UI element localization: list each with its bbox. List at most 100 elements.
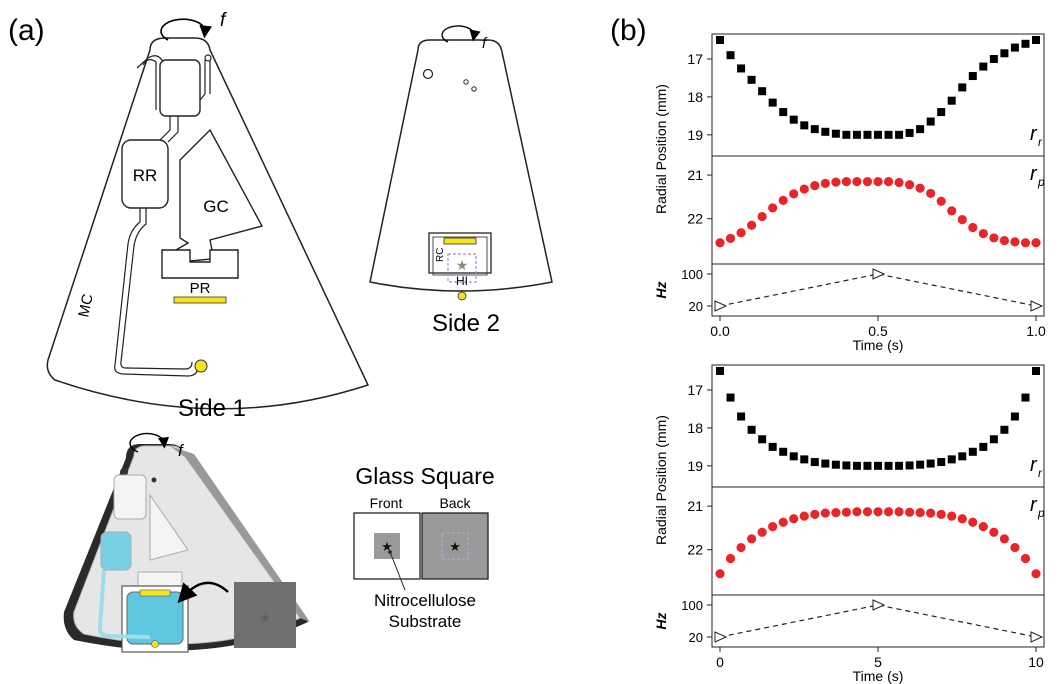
hz-triangle-point <box>1030 300 1044 312</box>
svg-text:★: ★ <box>260 611 271 625</box>
rp-point <box>778 517 788 527</box>
side1-top-chamber <box>159 59 201 117</box>
x-tick-label: 1.0 <box>1026 323 1046 339</box>
y-tick-label: 22 <box>687 542 703 558</box>
y-axis-label: Radial Position (mm) <box>653 84 669 214</box>
rr-point <box>989 435 998 444</box>
x-tick-label: 5 <box>874 654 882 670</box>
rr-point <box>821 127 830 136</box>
rp-point <box>957 215 967 225</box>
rr-series-subscript: r <box>1038 135 1043 149</box>
rp-point <box>936 196 946 206</box>
rp-point <box>715 238 725 248</box>
rp-point <box>926 188 936 199</box>
rp-point <box>768 203 778 213</box>
rp-point <box>799 511 809 521</box>
rp-point <box>989 527 999 537</box>
glass-front-square <box>353 512 421 580</box>
rr-point <box>737 64 746 73</box>
side2-disc: f ★ HI RC Side 2 <box>369 25 553 337</box>
assembled-disc: f ★ <box>63 432 310 653</box>
side2-hi-zone <box>447 253 477 283</box>
rp-point <box>989 233 999 243</box>
rr-series-label: r <box>1030 123 1038 145</box>
rp-point <box>936 509 946 519</box>
hz-tick-label: 20 <box>689 299 703 314</box>
y-tick-label: 19 <box>687 127 703 143</box>
rp-point <box>926 508 936 518</box>
glass-back-square <box>421 512 489 580</box>
assembled-glass-square <box>234 582 296 648</box>
rp-point <box>852 177 862 187</box>
y-tick-label: 19 <box>687 458 703 474</box>
rr-point <box>726 51 735 60</box>
rr-point <box>1021 39 1030 48</box>
rr-point <box>810 458 819 467</box>
hz-axis-label: Hz <box>653 281 669 298</box>
side2-caption: Side 2 <box>432 310 500 337</box>
hz-triangle-point <box>714 300 728 312</box>
rp-subplot-frame <box>711 486 1045 596</box>
y-tick-label: 21 <box>687 167 703 183</box>
rr-point <box>758 435 767 444</box>
rr-point <box>968 72 977 81</box>
rp-point <box>841 507 852 517</box>
glass-square-title: Glass Square <box>355 463 494 489</box>
rr-point <box>768 442 777 451</box>
rr-point <box>800 455 809 464</box>
panel-a-label: (a) <box>8 14 45 47</box>
rp-series-subscript: p <box>1037 506 1045 520</box>
hz-tick-label: 100 <box>681 598 703 613</box>
x-tick-label: 0.5 <box>868 323 888 339</box>
rp-point <box>852 507 862 517</box>
y-tick-label: 22 <box>687 211 703 227</box>
rp-point <box>810 509 820 519</box>
rr-point <box>789 452 798 461</box>
rr-point <box>831 460 840 469</box>
rr-point <box>947 96 956 105</box>
rr-point <box>768 98 777 107</box>
rr-point <box>926 117 935 126</box>
rp-point <box>1031 569 1041 579</box>
panel-b-label: (b) <box>610 14 647 47</box>
assembled-rotation-label: f <box>178 441 185 460</box>
rr-point <box>874 461 882 470</box>
rp-point <box>736 228 746 238</box>
substrate-label-line1: Nitrocellulose <box>374 591 476 610</box>
rr-point <box>979 62 988 71</box>
rp-point <box>915 183 925 193</box>
side1-rr-label: RR <box>133 166 158 185</box>
rp-point <box>968 517 978 527</box>
assembled-rotation-arrow <box>129 432 170 453</box>
rr-point <box>863 461 872 470</box>
rr-point <box>968 447 977 456</box>
rp-point <box>747 220 757 230</box>
y-tick-label: 17 <box>687 51 703 67</box>
rp-point <box>799 184 809 194</box>
y-axis-label: Radial Position (mm) <box>653 415 669 545</box>
rp-point <box>957 514 967 524</box>
rr-point <box>821 459 830 468</box>
side1-caption: Side 1 <box>178 395 246 422</box>
rp-point <box>978 228 988 239</box>
side1-pr-pad <box>173 296 227 304</box>
rr-point <box>989 54 998 63</box>
rr-point <box>979 442 988 451</box>
rr-series-subscript: r <box>1038 466 1043 480</box>
rr-point <box>937 108 946 117</box>
x-tick-label: 10 <box>1028 654 1044 670</box>
rp-point <box>999 534 1010 544</box>
rr-point <box>1010 43 1019 52</box>
side1-disc: f RR GC PR MC <box>46 10 370 422</box>
rp-point <box>862 507 873 517</box>
rp-subplot-frame <box>711 155 1045 265</box>
rp-point <box>883 177 894 187</box>
glass-front-star-icon: ★ <box>381 539 393 554</box>
side2-glass-frame <box>428 232 492 274</box>
rr-point <box>779 447 788 456</box>
rp-point <box>768 522 778 532</box>
rr-point <box>747 425 756 434</box>
glass-front-label: Front <box>370 495 403 511</box>
side2-rotation-label: f <box>482 35 488 52</box>
substrate-label-line2: Substrate <box>389 612 462 631</box>
